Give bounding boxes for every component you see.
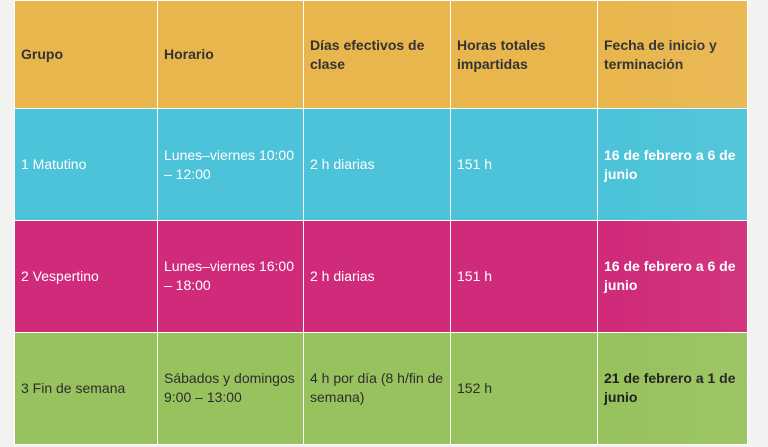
table-row-vespertino: 2 Vespertino Lunes–viernes 16:00 – 18:00…	[14, 220, 748, 333]
cell-horario: Lunes–viernes 16:00 – 18:00	[157, 220, 304, 333]
cell-horario: Sábados y domingos 9:00 – 13:00	[157, 331, 304, 446]
table-body: 1 Matutino Lunes–viernes 10:00 – 12:00 2…	[14, 107, 748, 446]
header-dias-efectivos: Días efectivos de clase	[303, 0, 451, 109]
header-row: Grupo Horario Días efectivos de clase Ho…	[14, 0, 748, 109]
schedule-table: Grupo Horario Días efectivos de clase Ho…	[14, 0, 748, 446]
header-horas-totales: Horas totales impartidas	[450, 0, 598, 109]
table-row-matutino: 1 Matutino Lunes–viernes 10:00 – 12:00 2…	[14, 107, 748, 222]
header-grupo: Grupo	[14, 0, 158, 109]
cell-horario: Lunes–viernes 10:00 – 12:00	[157, 107, 304, 222]
cell-horas: 151 h	[450, 107, 598, 222]
cell-fecha: 16 de febrero a 6 de junio	[597, 220, 748, 333]
cell-horas: 152 h	[450, 331, 598, 446]
cell-dias: 2 h diarias	[303, 220, 451, 333]
cell-grupo: 1 Matutino	[14, 107, 158, 222]
header-horario: Horario	[157, 0, 304, 109]
cell-fecha: 16 de febrero a 6 de junio	[597, 107, 748, 222]
table-row-fin-de-semana: 3 Fin de semana Sábados y domingos 9:00 …	[14, 331, 748, 446]
table-header: Grupo Horario Días efectivos de clase Ho…	[14, 0, 748, 109]
cell-grupo: 3 Fin de semana	[14, 331, 158, 446]
cell-grupo: 2 Vespertino	[14, 220, 158, 333]
cell-dias: 4 h por día (8 h/fin de semana)	[303, 331, 451, 446]
header-fecha: Fecha de inicio y terminación	[597, 0, 748, 109]
cell-horas: 151 h	[450, 220, 598, 333]
cell-fecha: 21 de febrero a 1 de junio	[597, 331, 748, 446]
cell-dias: 2 h diarias	[303, 107, 451, 222]
